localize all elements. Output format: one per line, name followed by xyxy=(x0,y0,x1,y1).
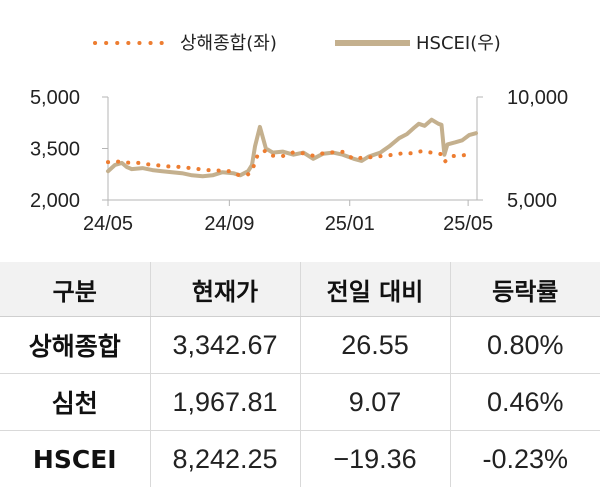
row-change: 9.07 xyxy=(300,374,450,431)
header-change-rate: 등락률 xyxy=(450,262,600,317)
row-change-rate: -0.23% xyxy=(450,431,600,487)
y-right-tick-label: 5,000 xyxy=(507,190,557,212)
row-name: 상해종합 xyxy=(0,317,150,374)
row-change: −19.36 xyxy=(300,431,450,487)
row-name: 심천 xyxy=(0,374,150,431)
legend-label-shanghai: 상해종합(좌) xyxy=(180,33,277,54)
y-left-tick-label: 3,500 xyxy=(30,139,80,161)
header-category: 구분 xyxy=(0,262,150,317)
row-change-rate: 0.80% xyxy=(450,317,600,374)
y-right-tick-label: 10,000 xyxy=(507,87,568,109)
hscei-series-line xyxy=(108,120,476,177)
table-row: HSCEI 8,242.25 −19.36 -0.23% xyxy=(0,431,600,487)
table-row: 상해종합 3,342.67 26.55 0.80% xyxy=(0,317,600,374)
row-change: 26.55 xyxy=(300,317,450,374)
x-ticks: 24/05 24/09 25/01 25/05 xyxy=(83,200,493,235)
row-change-rate: 0.46% xyxy=(450,374,600,431)
header-change: 전일 대비 xyxy=(300,262,450,317)
header-current-price: 현재가 xyxy=(150,262,300,317)
chart: 상해종합(좌) HSCEI(우) 5,000 3,500 2,000 10,000 5… xyxy=(0,0,600,248)
row-name: HSCEI xyxy=(0,431,150,487)
left-y-ticks: 5,000 3,500 2,000 xyxy=(30,87,108,212)
x-tick-label: 25/05 xyxy=(443,213,493,235)
row-current-price: 8,242.25 xyxy=(150,431,300,487)
plot-axes xyxy=(108,97,477,200)
table-row: 심천 1,967.81 9.07 0.46% xyxy=(0,374,600,431)
table-header-row: 구분 현재가 전일 대비 등락률 xyxy=(0,262,600,317)
x-tick-label: 24/09 xyxy=(204,213,254,235)
right-y-ticks: 10,000 5,000 xyxy=(477,87,568,212)
x-tick-label: 24/05 xyxy=(83,213,133,235)
legend: 상해종합(좌) HSCEI(우) xyxy=(95,33,501,54)
legend-label-hscei: HSCEI(우) xyxy=(416,33,501,54)
series-layer xyxy=(108,120,476,177)
y-left-tick-label: 2,000 xyxy=(30,190,80,212)
index-table: 구분 현재가 전일 대비 등락률 상해종합 3,342.67 26.55 0.8… xyxy=(0,262,600,487)
row-current-price: 1,967.81 xyxy=(150,374,300,431)
row-current-price: 3,342.67 xyxy=(150,317,300,374)
x-tick-label: 25/01 xyxy=(325,213,375,235)
y-left-tick-label: 5,000 xyxy=(30,87,80,109)
